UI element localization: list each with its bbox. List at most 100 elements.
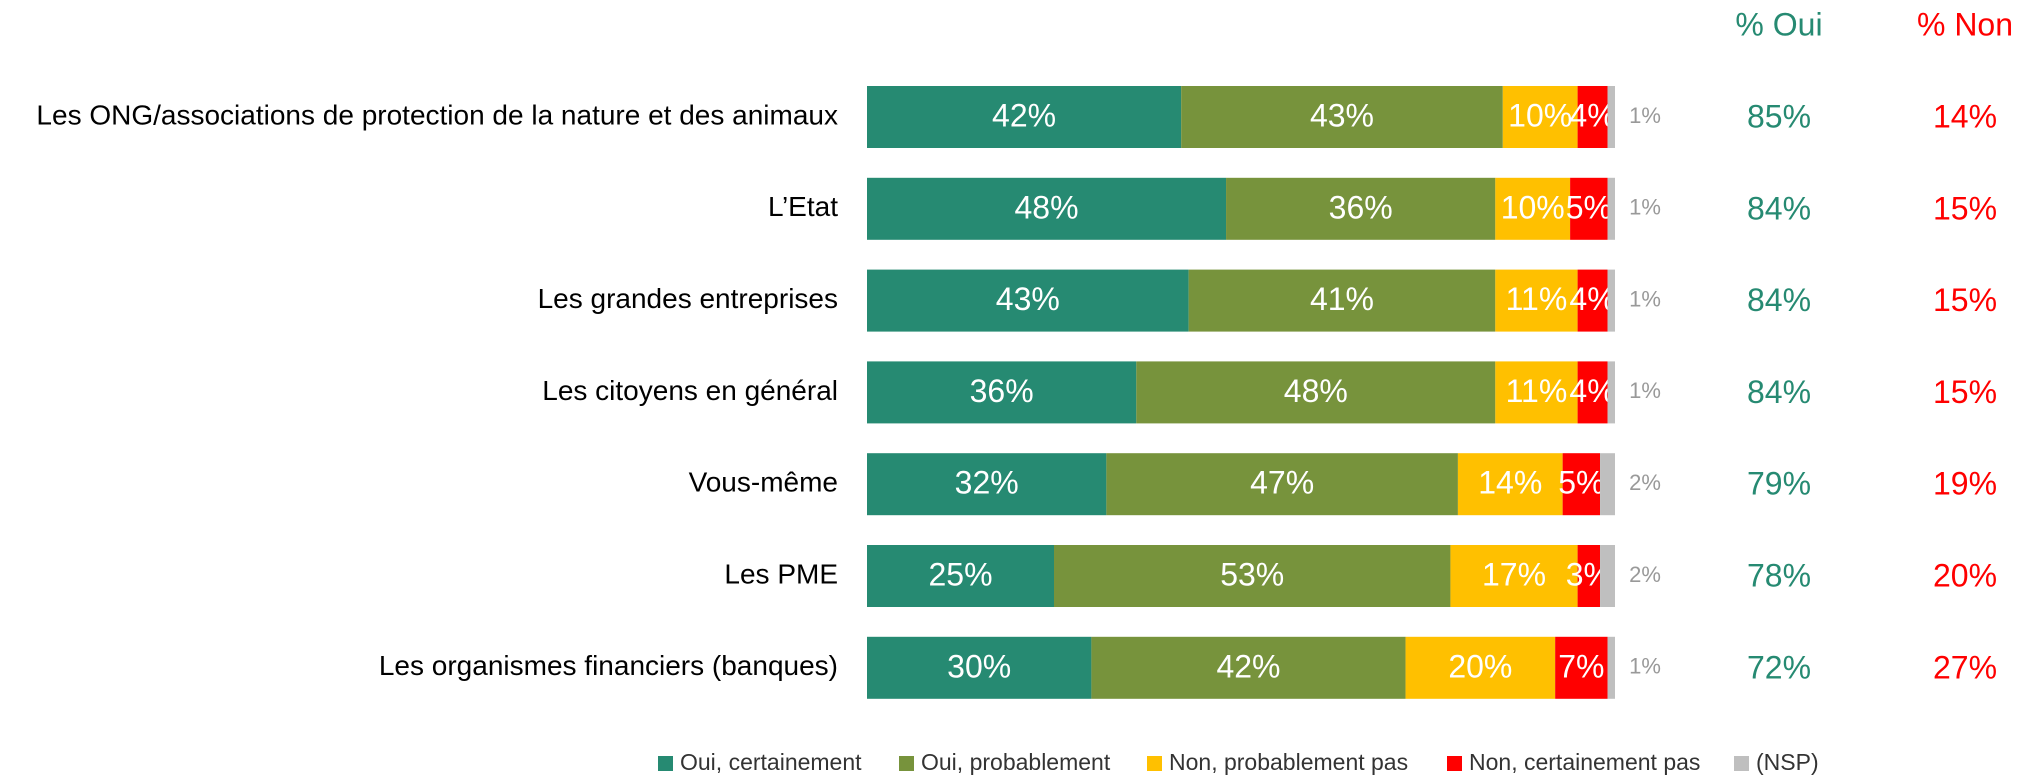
value-label: 2% [1629,470,1661,495]
total-label: 84% [1747,282,1811,318]
bar-segment [1607,86,1615,148]
legend-label: (NSP) [1756,749,1819,775]
value-label: 11% [1506,373,1568,409]
value-label: 36% [970,373,1034,409]
column-header: % Non [1917,6,2013,42]
bar-segment [1495,361,1578,424]
bar-segment [1607,361,1615,424]
legend-swatch [1734,756,1749,771]
value-label: 41% [1310,281,1374,317]
total-label: 27% [1933,649,1997,685]
value-label: 48% [1014,189,1078,225]
bar-segment [1555,636,1608,699]
category-label: L’Etat [768,191,838,222]
bar-segment [1106,453,1458,516]
total-label: 19% [1933,466,1997,502]
bar-segment [1405,636,1556,699]
category-label: Les PME [724,558,838,589]
legend-swatch [658,756,673,771]
column-header: % Oui [1735,6,1822,42]
category-label: Les ONG/associations de protection de la… [36,99,838,130]
value-label: 48% [1284,373,1348,409]
bar-segment [1136,361,1496,424]
bar-segment [867,177,1227,240]
bar-segment [867,545,1054,607]
value-label: 42% [992,97,1056,133]
value-label: 1% [1629,286,1661,311]
value-label: 42% [1216,648,1280,684]
bar-segment [1495,177,1571,240]
value-label: 2% [1629,562,1661,587]
bar-segment [1502,86,1578,148]
total-label: 84% [1747,190,1811,226]
bar-segment [1577,545,1601,607]
bar-segment [1091,636,1406,699]
bar-segment [867,269,1189,332]
total-label: 78% [1747,557,1811,593]
total-label: 79% [1747,466,1811,502]
bar-segment [1181,86,1503,148]
value-label: 43% [1310,97,1374,133]
value-label: 30% [947,648,1011,684]
bar-segment [867,86,1182,148]
bar-segment [1562,453,1601,516]
value-label: 17% [1482,556,1546,592]
value-label: 32% [955,465,1019,501]
category-label: Les citoyens en général [542,375,838,406]
value-label: 47% [1250,465,1314,501]
bar-segment [1450,545,1578,607]
legend-label: Non, certainement pas [1469,749,1700,775]
bar-segment [1577,86,1608,148]
value-label: 25% [928,556,992,592]
value-label: 1% [1629,654,1661,679]
bar-segment [867,636,1092,699]
total-label: 72% [1747,649,1811,685]
value-label: 10% [1501,189,1565,225]
total-label: 84% [1747,374,1811,410]
bar-segment [1607,177,1615,240]
bar-segment [1226,177,1496,240]
bar-segment [1570,177,1608,240]
value-label: 53% [1220,556,1284,592]
legend-swatch [1147,756,1162,771]
legend-label: Non, probablement pas [1169,749,1408,775]
legend-label: Oui, probablement [921,749,1111,775]
legend-label: Oui, certainement [680,749,862,775]
category-label: Les grandes entreprises [538,283,838,314]
legend-swatch [1447,756,1462,771]
total-label: 85% [1747,98,1811,134]
value-label: 5% [1566,189,1612,225]
bar-segment [867,453,1107,516]
value-label: 1% [1629,378,1661,403]
value-label: 5% [1558,465,1604,501]
category-label: Les organismes financiers (banques) [379,650,838,681]
total-label: 15% [1933,282,1997,318]
value-label: 1% [1629,195,1661,220]
value-label: 11% [1506,281,1568,317]
total-label: 20% [1933,557,1997,593]
value-label: 43% [996,281,1060,317]
bar-segment [867,361,1137,424]
bar-segment [1495,269,1578,332]
legend-swatch [899,756,914,771]
bar-segment [1577,269,1608,332]
total-label: 14% [1933,98,1997,134]
value-label: 1% [1629,103,1661,128]
bar-segment [1607,636,1615,699]
category-label: Vous-même [689,467,838,498]
total-label: 15% [1933,190,1997,226]
bar-segment [1577,361,1608,424]
bar-segment [1600,545,1615,607]
bar-segment [1607,269,1615,332]
total-label: 15% [1933,374,1997,410]
value-label: 36% [1329,189,1393,225]
bar-segment [1188,269,1496,332]
value-label: 10% [1508,97,1572,133]
bar-segment [1457,453,1563,516]
value-label: 14% [1478,465,1542,501]
value-label: 7% [1558,648,1604,684]
bar-segment [1054,545,1451,607]
value-label: 20% [1448,648,1512,684]
bar-segment [1600,453,1615,516]
